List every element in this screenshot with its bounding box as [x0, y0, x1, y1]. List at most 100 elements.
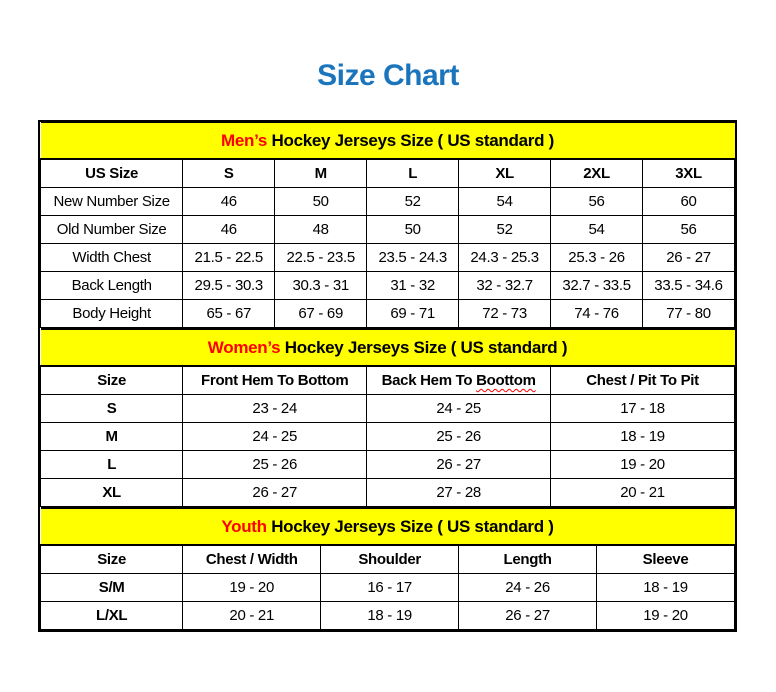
cell-value: 19 - 20: [596, 601, 735, 630]
section-title-rest: Hockey Jerseys Size ( US standard ): [284, 337, 568, 357]
cell-value: 69 - 71: [366, 299, 460, 328]
column-header: Back Hem To Boottom: [366, 365, 552, 395]
table-row: S 23 - 24 24 - 25 17 - 18: [39, 394, 735, 423]
table-row: S/M 19 - 20 16 - 17 24 - 26 18 - 19: [39, 573, 735, 602]
section-header-row: Men’s Hockey Jerseys Size ( US standard …: [40, 122, 735, 160]
row-label: Old Number Size: [39, 215, 184, 244]
column-header: Front Hem To Bottom: [182, 365, 368, 395]
cell-value: 74 - 76: [550, 299, 644, 328]
column-header: Length: [458, 544, 598, 574]
cell-value: 27 - 28: [366, 478, 552, 507]
table-row: Body Height 65 - 67 67 - 69 69 - 71 72 - 73 7…: [39, 299, 735, 328]
table-row: Back Length 29.5 - 30.3 30.3 - 31 31 - 32 32…: [39, 271, 735, 300]
cell-value: 48: [274, 215, 368, 244]
cell-value: 23.5 - 24.3: [366, 243, 460, 272]
column-header: 2XL: [550, 158, 644, 188]
section-title-rest: Hockey Jerseys Size ( US standard ): [271, 130, 555, 150]
cell-value: 50: [366, 215, 460, 244]
column-header: Sleeve: [596, 544, 735, 574]
column-header: Shoulder: [320, 544, 460, 574]
cell-value: 19 - 20: [182, 573, 322, 602]
cell-value: 18 - 19: [320, 601, 460, 630]
row-label: Back Length: [39, 271, 184, 300]
row-label: New Number Size: [39, 187, 184, 216]
section-title-youth: Youth Hockey Jerseys Size ( US standard …: [40, 507, 735, 546]
table-row: Old Number Size 46 48 50 52 54 56: [39, 215, 735, 244]
cell-value: 46: [182, 215, 276, 244]
cell-value: 54: [550, 215, 644, 244]
column-header-text: Back Hem To: [381, 372, 477, 389]
column-header-row: US Size S M L XL 2XL 3XL: [39, 158, 735, 188]
cell-value: 24 - 26: [458, 573, 598, 602]
size-chart-tables: Men’s Hockey Jerseys Size ( US standard …: [38, 120, 737, 632]
column-header: Chest / Pit To Pit: [550, 365, 735, 395]
cell-value: 22.5 - 23.5: [274, 243, 368, 272]
row-label: M: [39, 422, 184, 451]
cell-value: 20 - 21: [550, 478, 735, 507]
size-table-mens: Men’s Hockey Jerseys Size ( US standard …: [39, 122, 735, 328]
column-header: Chest / Width: [182, 544, 322, 574]
table-row: L 25 - 26 26 - 27 19 - 20: [39, 450, 735, 479]
cell-value: 56: [550, 187, 644, 216]
section-title-highlight: Women’s: [207, 337, 281, 357]
cell-value: 25.3 - 26: [550, 243, 644, 272]
cell-value: 54: [458, 187, 552, 216]
column-header-row: Size Chest / Width Shoulder Length Sleeve: [39, 544, 735, 574]
section-header-row: Youth Hockey Jerseys Size ( US standard …: [40, 507, 735, 546]
row-label: S/M: [39, 573, 184, 602]
misspelled-word: Boottom: [476, 372, 536, 389]
cell-value: 25 - 26: [182, 450, 368, 479]
cell-value: 77 - 80: [642, 299, 735, 328]
section-title-mens: Men’s Hockey Jerseys Size ( US standard …: [40, 122, 735, 160]
cell-value: 20 - 21: [182, 601, 322, 630]
cell-value: 26 - 27: [458, 601, 598, 630]
cell-value: 29.5 - 30.3: [182, 271, 276, 300]
cell-value: 24.3 - 25.3: [458, 243, 552, 272]
column-header: US Size: [39, 158, 184, 188]
cell-value: 24 - 25: [182, 422, 368, 451]
size-table-youth: Youth Hockey Jerseys Size ( US standard …: [39, 507, 735, 630]
column-header-row: Size Front Hem To Bottom Back Hem To Boott…: [39, 365, 735, 395]
cell-value: 17 - 18: [550, 394, 735, 423]
column-header: XL: [458, 158, 552, 188]
size-table-womens: Women’s Hockey Jerseys Size ( US standar…: [39, 328, 735, 507]
cell-value: 72 - 73: [458, 299, 552, 328]
column-header: M: [274, 158, 368, 188]
row-label: Body Height: [39, 299, 184, 328]
cell-value: 56: [642, 215, 735, 244]
cell-value: 30.3 - 31: [274, 271, 368, 300]
cell-value: 65 - 67: [182, 299, 276, 328]
section-title-highlight: Men’s: [221, 130, 268, 150]
cell-value: 31 - 32: [366, 271, 460, 300]
page-title: Size Chart: [317, 59, 459, 92]
section-title-highlight: Youth: [221, 516, 267, 536]
cell-value: 32 - 32.7: [458, 271, 552, 300]
cell-value: 21.5 - 22.5: [182, 243, 276, 272]
table-row: Width Chest 21.5 - 22.5 22.5 - 23.5 23.5 - …: [39, 243, 735, 272]
cell-value: 16 - 17: [320, 573, 460, 602]
cell-value: 33.5 - 34.6: [642, 271, 735, 300]
cell-value: 26 - 27: [642, 243, 735, 272]
cell-value: 60: [642, 187, 735, 216]
cell-value: 18 - 19: [550, 422, 735, 451]
table-row: XL 26 - 27 27 - 28 20 - 21: [39, 478, 735, 507]
cell-value: 25 - 26: [366, 422, 552, 451]
cell-value: 26 - 27: [182, 478, 368, 507]
cell-value: 52: [458, 215, 552, 244]
section-title-rest: Hockey Jerseys Size ( US standard ): [271, 516, 554, 536]
column-header: Size: [39, 365, 184, 395]
cell-value: 50: [274, 187, 368, 216]
table-row: M 24 - 25 25 - 26 18 - 19: [39, 422, 735, 451]
cell-value: 46: [182, 187, 276, 216]
row-label: S: [39, 394, 184, 423]
cell-value: 26 - 27: [366, 450, 552, 479]
cell-value: 52: [366, 187, 460, 216]
table-row: New Number Size 46 50 52 54 56 60: [39, 187, 735, 216]
cell-value: 24 - 25: [366, 394, 552, 423]
cell-value: 23 - 24: [182, 394, 368, 423]
row-label: XL: [39, 478, 184, 507]
column-header: Size: [39, 544, 184, 574]
column-header: L: [366, 158, 460, 188]
section-title-womens: Women’s Hockey Jerseys Size ( US standar…: [40, 328, 735, 367]
table-row: L/XL 20 - 21 18 - 19 26 - 27 19 - 20: [39, 601, 735, 630]
